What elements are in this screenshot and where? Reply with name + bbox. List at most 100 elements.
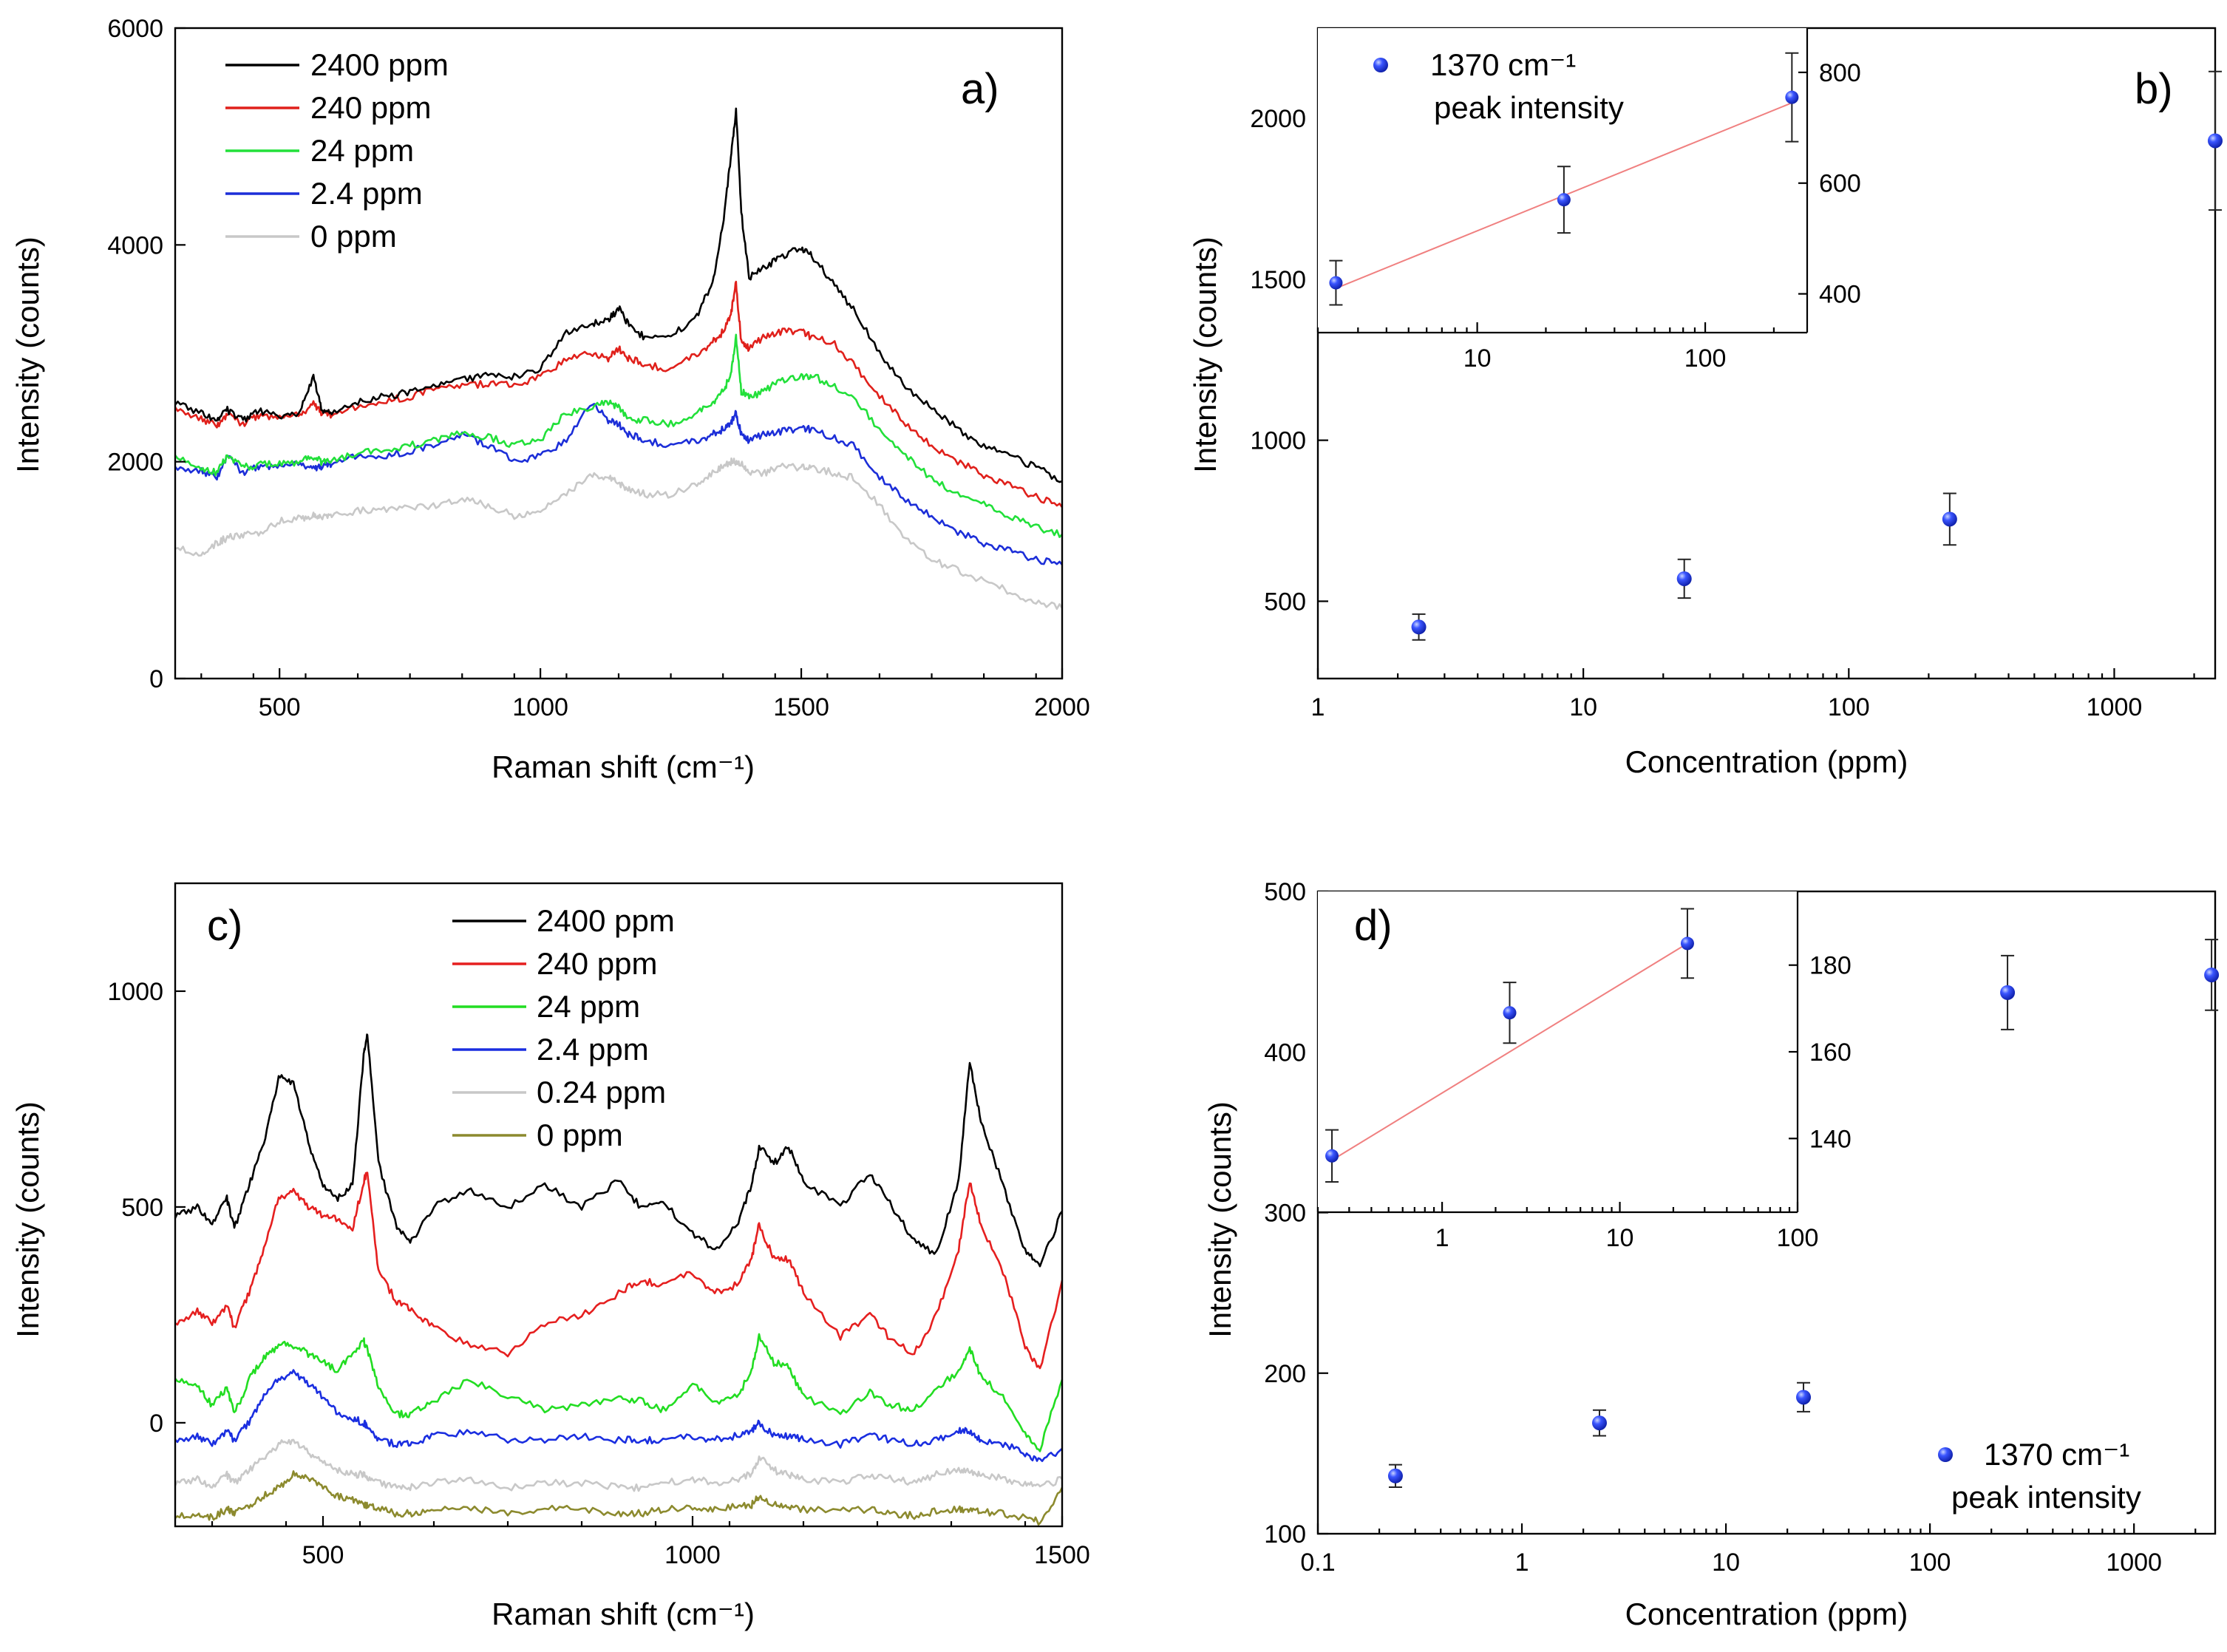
plot-frame — [174, 882, 1064, 1528]
data-point — [1325, 1149, 1339, 1163]
panel-d-main: 0.1 1 10 100 1000 100 200 300 400 500 — [1264, 878, 2220, 1577]
panel-b-xlabel: Concentration (ppm) — [1625, 744, 1908, 779]
x-tick-label: 1 — [1311, 693, 1325, 721]
x-tick-label: 0.1 — [1300, 1549, 1335, 1577]
x-tick-label: 2000 — [1034, 693, 1090, 721]
series-line-240ppm — [174, 1172, 1064, 1370]
panel-a: 500 1000 1500 2000 0 2000 4000 6000 2400 ppm 24… — [10, 15, 1090, 784]
y-tick-label: 2000 — [1250, 105, 1306, 133]
legend-label-2.4ppm: 2.4 ppm — [537, 1032, 649, 1067]
data-point — [1557, 193, 1571, 207]
legend-marker — [1938, 1447, 1953, 1462]
data-point — [1503, 1006, 1517, 1020]
panel-d-legend: 1370 cm⁻¹ peak intensity — [1938, 1437, 2141, 1515]
panel-d-xlabel: Concentration (ppm) — [1625, 1597, 1908, 1631]
legend-label-0.24ppm: 0.24 ppm — [537, 1075, 666, 1109]
panel-c-legend: 2400 ppm 240 ppm 24 ppm 2.4 ppm 0.24 ppm… — [452, 903, 675, 1152]
data-point — [2000, 985, 2016, 1000]
x-tick-label: 1000 — [664, 1541, 721, 1569]
x-tick-label: 1500 — [1034, 1541, 1090, 1569]
data-point — [1591, 1415, 1607, 1431]
panel-b-ylabel: Intensity (counts) — [1188, 237, 1223, 473]
plot-frame — [174, 27, 1064, 680]
legend-label-2400ppm: 2400 ppm — [310, 47, 449, 82]
y-tick-label: 6000 — [107, 15, 163, 43]
panel-b: 1 10 100 1000 500 1000 1500 2000 10 100 400 600 800… — [1188, 27, 2223, 779]
panel-a-series — [174, 107, 1064, 611]
y-tick-label: 300 — [1264, 1200, 1306, 1228]
x-tick-label: 10 — [1606, 1224, 1634, 1252]
data-point — [2204, 967, 2220, 982]
legend-label-240ppm: 240 ppm — [310, 90, 431, 125]
legend-label-24ppm: 24 ppm — [310, 133, 414, 168]
data-point — [1796, 1390, 1812, 1405]
x-tick-label: 1000 — [2087, 693, 2143, 721]
series-line-0ppm — [174, 457, 1064, 611]
x-tick-label: 10 — [1712, 1549, 1740, 1577]
legend-label-peak-intensity: peak intensity — [1434, 90, 1624, 125]
series-line-0.24ppm — [174, 1438, 1063, 1492]
legend-label-240ppm: 240 ppm — [537, 946, 657, 981]
x-tick-label: 100 — [1777, 1224, 1819, 1252]
y-tick-label: 400 — [1264, 1039, 1306, 1067]
panel-c-label: c) — [207, 902, 242, 950]
x-tick-label: 1 — [1515, 1549, 1529, 1577]
panel-a-axes: 500 1000 1500 2000 0 2000 4000 6000 — [107, 15, 1089, 721]
inset-y-tick-label: 800 — [1819, 59, 1861, 87]
series-line-24ppm — [174, 333, 1063, 538]
series-line-2.4ppm — [174, 403, 1063, 565]
data-point — [2208, 133, 2223, 149]
panel-a-legend: 2400 ppm 240 ppm 24 ppm 2.4 ppm 0 ppm — [225, 47, 449, 254]
legend-label-1370: 1370 cm⁻¹ — [1984, 1437, 2129, 1472]
y-tick-label: 500 — [1264, 588, 1306, 616]
x-tick-label: 100 — [1828, 693, 1870, 721]
y-tick-label: 500 — [121, 1194, 163, 1222]
inset-fit-line — [1331, 942, 1688, 1161]
inset-y-tick-label: 600 — [1819, 170, 1861, 198]
y-tick-label: 200 — [1264, 1360, 1306, 1388]
panel-c: 500 1000 1500 0 500 1000 2400 ppm 240 ppm 24 … — [10, 882, 1090, 1631]
legend-marker — [1373, 58, 1388, 72]
x-tick-label: 500 — [302, 1541, 344, 1569]
legend-label-peak-intensity: peak intensity — [1951, 1480, 2141, 1515]
series-line-0ppm — [174, 1470, 1064, 1526]
panel-b-inset-legend: 1370 cm⁻¹ peak intensity — [1373, 47, 1624, 125]
legend-label-0ppm: 0 ppm — [537, 1118, 623, 1152]
x-tick-label: 10 — [1569, 693, 1597, 721]
panel-d-inset: 1 10 100 140 160 180 — [1316, 891, 1852, 1252]
legend-label-1370: 1370 cm⁻¹ — [1430, 47, 1576, 82]
inset-y-tick-label: 140 — [1809, 1125, 1852, 1153]
y-tick-label: 1500 — [1250, 266, 1306, 294]
x-tick-label: 1500 — [773, 693, 829, 721]
panel-b-main: 1 10 100 1000 500 1000 1500 2000 — [1250, 27, 2223, 721]
x-tick-label: 100 — [1684, 344, 1727, 373]
panel-b-label: b) — [2135, 65, 2173, 113]
y-tick-label: 100 — [1264, 1520, 1306, 1549]
data-point — [1329, 276, 1343, 290]
legend-label-0ppm: 0 ppm — [310, 219, 397, 254]
data-point — [1680, 937, 1694, 951]
series-line-240ppm — [174, 280, 1064, 509]
data-point — [1785, 90, 1799, 104]
x-tick-label: 1 — [1435, 1224, 1449, 1252]
panel-a-label: a) — [961, 65, 999, 113]
y-tick-label: 2000 — [107, 449, 163, 477]
x-tick-label: 1000 — [2106, 1549, 2162, 1577]
y-tick-label: 500 — [1264, 878, 1306, 906]
x-tick-label: 1000 — [512, 693, 568, 721]
panel-a-ylabel: Intensity (counts) — [10, 237, 45, 473]
series-line-2400ppm — [174, 107, 1063, 483]
inset-y-tick-label: 160 — [1809, 1039, 1852, 1067]
series-line-24ppm — [174, 1333, 1064, 1452]
legend-label-2400ppm: 2400 ppm — [537, 903, 675, 938]
y-tick-label: 4000 — [107, 231, 163, 259]
inset-y-tick-label: 180 — [1809, 952, 1852, 980]
panel-c-axes: 500 1000 1500 0 500 1000 — [107, 882, 1090, 1569]
data-point — [1942, 511, 1957, 527]
panel-c-ylabel: Intensity (counts) — [10, 1101, 45, 1338]
data-point — [1676, 571, 1692, 586]
panel-a-xlabel: Raman shift (cm⁻¹) — [492, 749, 755, 784]
panel-d-label: d) — [1354, 902, 1393, 950]
y-tick-label: 0 — [149, 665, 163, 693]
